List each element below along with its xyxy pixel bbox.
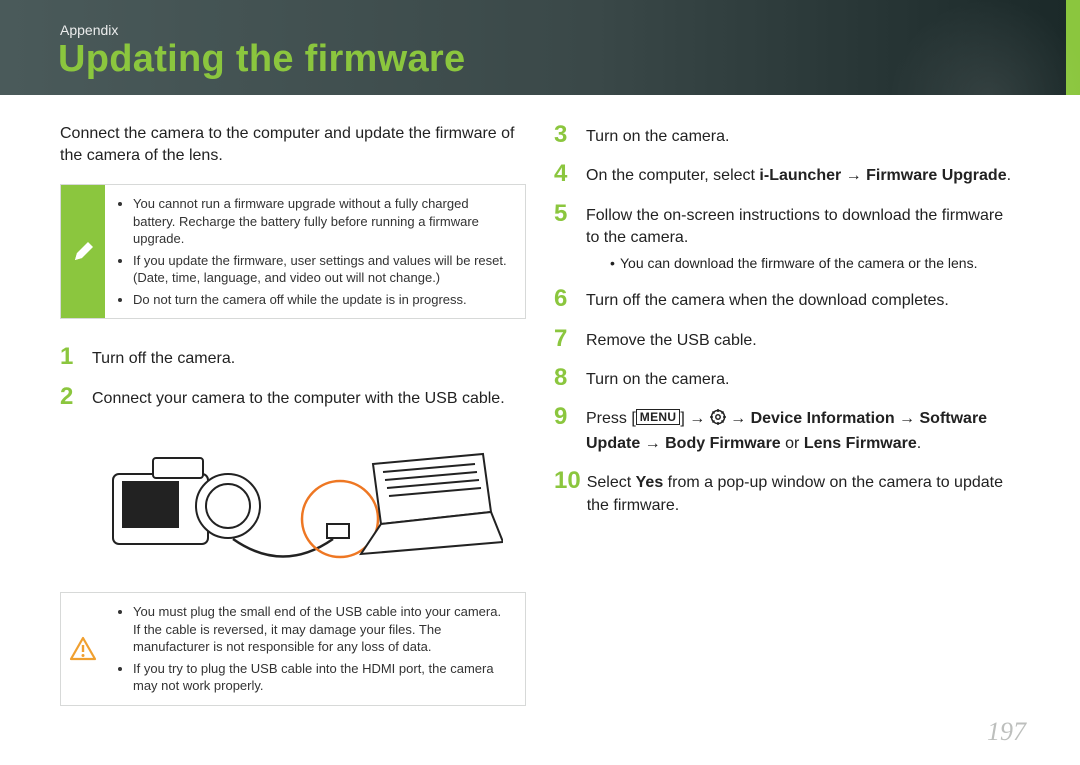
page-number: 197 [987,717,1026,747]
page-header: Appendix Updating the firmware [0,0,1080,95]
step-3: 3 Turn on the camera. [554,123,1020,148]
t: i-Launcher → Firmware Upgrade [759,167,1006,184]
step-number: 6 [554,287,580,311]
step-text: On the computer, select i-Launcher → Fir… [586,162,1020,187]
menu-button-icon: MENU [636,409,681,425]
warning-icon [61,593,105,705]
note-item: If you try to plug the USB cable into th… [133,660,507,695]
step-number: 5 [554,202,580,226]
step-number: 3 [554,123,580,147]
step-number: 7 [554,327,580,351]
step-7: 7 Remove the USB cable. [554,327,1020,352]
right-column: 3 Turn on the camera. 4 On the computer,… [554,123,1020,732]
t: Lens Firmware [804,435,917,452]
step-number: 4 [554,162,580,186]
step-1: 1 Turn off the camera. [60,345,526,370]
pencil-icon [61,185,105,318]
note-box-warning: You must plug the small end of the USB c… [60,592,526,706]
header-accent-bar [1066,0,1080,95]
step-text: Follow the on-screen instructions to dow… [586,202,1020,273]
step-number: 2 [60,385,86,409]
note-item: You must plug the small end of the USB c… [133,603,507,656]
t: ] → [680,410,709,427]
left-column: Connect the camera to the computer and u… [60,123,526,732]
t: Select [587,474,636,491]
step-number: 8 [554,366,580,390]
step-number: 10 [554,469,581,493]
step-text: Turn on the camera. [586,123,1020,148]
sub-bullet: You can download the firmware of the cam… [610,254,1020,274]
t: Press [ [586,410,636,427]
step-number: 1 [60,345,86,369]
content-area: Connect the camera to the computer and u… [0,95,1080,732]
step-text: Select Yes from a pop-up window on the c… [587,469,1020,517]
step-4: 4 On the computer, select i-Launcher → F… [554,162,1020,187]
t: or [781,435,804,452]
note-list: You cannot run a firmware upgrade withou… [105,185,525,318]
page-title: Updating the firmware [58,38,465,81]
step-5: 5 Follow the on-screen instructions to d… [554,202,1020,273]
step-text: Connect your camera to the computer with… [92,385,526,410]
gear-icon [710,409,726,432]
note-list: You must plug the small end of the USB c… [105,593,525,705]
step-9: 9 Press [MENU] → → Device Information → … [554,405,1020,455]
t: Yes [636,474,664,491]
step-text: Press [MENU] → → Device Information → So… [586,405,1020,455]
step-number: 9 [554,405,580,429]
step-2: 2 Connect your camera to the computer wi… [60,385,526,410]
note-box-pencil: You cannot run a firmware upgrade withou… [60,184,526,319]
t: On the computer, select [586,167,759,184]
t: . [1007,167,1011,184]
step-text: Turn off the camera when the download co… [586,287,1020,312]
t: . [917,435,921,452]
step-8: 8 Turn on the camera. [554,366,1020,391]
breadcrumb: Appendix [60,22,118,38]
step-text: Turn off the camera. [92,345,526,370]
note-item: If you update the firmware, user setting… [133,252,507,287]
step-text: Remove the USB cable. [586,327,1020,352]
intro-text: Connect the camera to the computer and u… [60,123,526,166]
t: Follow the on-screen instructions to dow… [586,207,1003,246]
step-text: Turn on the camera. [586,366,1020,391]
step-10: 10 Select Yes from a pop-up window on th… [554,469,1020,517]
note-item: Do not turn the camera off while the upd… [133,291,507,309]
step-6: 6 Turn off the camera when the download … [554,287,1020,312]
note-item: You cannot run a firmware upgrade withou… [133,195,507,248]
illustration-camera-laptop [60,424,526,574]
